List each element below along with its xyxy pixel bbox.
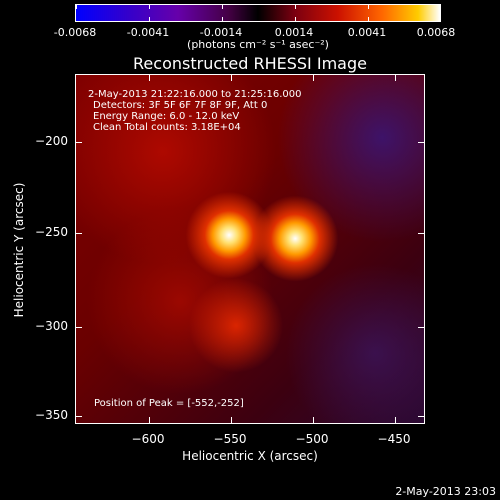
x-tick-mark xyxy=(149,417,150,423)
y-tick-label: −350 xyxy=(35,408,68,422)
y-tick-label: −200 xyxy=(35,134,68,148)
y-tick-mark xyxy=(418,416,424,417)
colorbar-tick xyxy=(295,17,296,21)
x-tick-mark xyxy=(149,75,150,81)
x-tick-mark xyxy=(313,417,314,423)
annotation-clean: Clean Total counts: 3.18E+04 xyxy=(93,122,241,133)
annotation-time: 2-May-2013 21:22:16.000 to 21:25:16.000 xyxy=(88,89,302,100)
x-tick-mark xyxy=(313,75,314,81)
colorbar-units: (photons cm⁻² s⁻¹ asec⁻²) xyxy=(187,38,329,51)
y-tick-label: −300 xyxy=(35,319,68,333)
colorbar-tick xyxy=(149,17,150,21)
y-tick-mark xyxy=(418,142,424,143)
colorbar-tick xyxy=(368,17,369,21)
y-tick-mark xyxy=(76,416,82,417)
plot-title: Reconstructed RHESSI Image xyxy=(133,54,367,73)
colorbar xyxy=(75,4,441,22)
y-tick-mark xyxy=(76,327,82,328)
y-tick-label: −250 xyxy=(35,225,68,239)
colorbar-label: -0.0068 xyxy=(53,26,97,39)
y-tick-mark xyxy=(76,233,82,234)
colorbar-tick xyxy=(295,5,296,9)
x-tick-label: −600 xyxy=(131,432,165,446)
y-axis-label: Heliocentric Y (arcsec) xyxy=(12,182,26,318)
colorbar-label: 0.0068 xyxy=(416,26,456,39)
x-tick-label: −450 xyxy=(377,432,411,446)
x-axis-label: Heliocentric X (arcsec) xyxy=(182,449,318,463)
colorbar-label: -0.0041 xyxy=(126,26,170,39)
annotation-energy: Energy Range: 6.0 - 12.0 keV xyxy=(93,111,240,122)
rhessi-image: 2-May-2013 21:22:16.000 to 21:25:16.000 … xyxy=(75,74,425,424)
annotation-detectors: Detectors: 3F 5F 6F 7F 8F 9F, Att 0 xyxy=(93,100,268,111)
x-tick-mark xyxy=(395,75,396,81)
colorbar-label: -0.0014 xyxy=(199,26,243,39)
colorbar-label: 0.0041 xyxy=(347,26,387,39)
x-tick-label: −550 xyxy=(213,432,247,446)
x-tick-mark xyxy=(231,75,232,81)
x-tick-label: −500 xyxy=(295,432,329,446)
colorbar-tick xyxy=(76,5,77,9)
x-tick-mark xyxy=(395,417,396,423)
colorbar-tick xyxy=(222,5,223,9)
timestamp: 2-May-2013 23:03 xyxy=(395,485,496,498)
colorbar-label: 0.0014 xyxy=(274,26,314,39)
annotation-peak: Position of Peak = [-552,-252] xyxy=(94,398,244,409)
y-tick-mark xyxy=(76,142,82,143)
colorbar-tick xyxy=(222,17,223,21)
colorbar-tick xyxy=(368,5,369,9)
colorbar-tick xyxy=(149,5,150,9)
x-tick-mark xyxy=(231,417,232,423)
y-tick-mark xyxy=(418,327,424,328)
y-tick-mark xyxy=(418,233,424,234)
